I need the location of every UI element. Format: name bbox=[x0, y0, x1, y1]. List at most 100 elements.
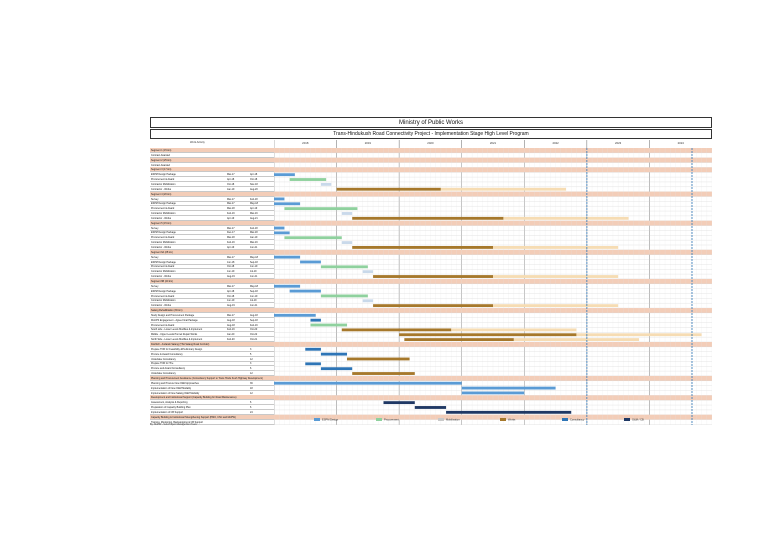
activity-name: Implementation of New Salang O&M Modalit… bbox=[151, 391, 200, 395]
activity-row: Contractor Mobilization Feb-19 Mar-19 bbox=[150, 211, 274, 217]
legend-swatch bbox=[438, 418, 444, 421]
activity-name: Planning and Procurement Assistance (Con… bbox=[151, 376, 263, 380]
activity-name: Procurement & Award bbox=[151, 323, 175, 327]
activity-row: MoCPS Engagement - Agree Final Package Au… bbox=[150, 318, 274, 323]
activity-row: Contractor - Works Apr-19 Jun-21 bbox=[150, 245, 274, 250]
activity-name: Implementation of CB Support bbox=[151, 410, 184, 414]
section-header-row: Segment 5 (15 km) bbox=[150, 220, 274, 226]
activity-name: ESPM Design Package bbox=[151, 260, 176, 264]
year-label: 2018 bbox=[302, 141, 309, 145]
legend-swatch bbox=[314, 418, 320, 421]
end-date: Jun-19 bbox=[250, 265, 258, 269]
activity-row: Contractor Mobilization Jun-19 Jul-19 bbox=[150, 269, 274, 275]
activity-bar bbox=[362, 299, 374, 303]
end-date: Jul-19 bbox=[250, 270, 257, 274]
activity-bar bbox=[347, 357, 410, 361]
activity-row: Undertake Consultancy 12 bbox=[150, 357, 274, 362]
activity-row: Undertake Consultancy 12 bbox=[150, 371, 274, 377]
document-title: Ministry of Public Works bbox=[150, 117, 712, 128]
activity-name: Segment 2 (25 km) bbox=[151, 158, 172, 162]
section-header-row: Segment 2 (25 km) bbox=[150, 157, 274, 163]
activity-bar bbox=[352, 372, 415, 375]
start-date: Aug-19 bbox=[227, 304, 235, 308]
activity-name: MoCPS Engagement - Agree Final Package bbox=[151, 318, 198, 322]
activity-bar bbox=[352, 216, 504, 220]
end-date: Mar-19 bbox=[250, 212, 258, 216]
liability-period-bar bbox=[493, 275, 619, 278]
year-label: 2023 bbox=[615, 141, 622, 145]
activity-name: Doshkhl - Andarab Salang (TSA Salang Roa… bbox=[151, 343, 210, 346]
activity-row: Preparation of Capacity Building Plan 6 bbox=[150, 405, 274, 411]
start-date: Mar-17 bbox=[227, 226, 235, 230]
activity-name: Undertake Consultancy bbox=[151, 357, 176, 361]
section-header-row: Development and Institutional Support (C… bbox=[150, 395, 274, 401]
start-date: Apr-19 bbox=[227, 216, 235, 220]
start-date: Mar-18 bbox=[227, 236, 235, 240]
activity-bar bbox=[274, 313, 316, 317]
activity-name: ESPM Design Package bbox=[151, 202, 176, 206]
activity-bar bbox=[399, 333, 577, 337]
activity-name: North Side - Lower Levels Modifies & Imp… bbox=[151, 338, 203, 342]
liability-period-bar bbox=[451, 328, 577, 332]
start-date: Apr-19 bbox=[227, 246, 235, 249]
start-date: Mar-17 bbox=[227, 173, 235, 177]
liability-period-bar bbox=[513, 338, 639, 341]
activity-row: Contractor - Works Aug-19 Jun-21 bbox=[150, 303, 274, 309]
section-header-row: Planning and Procurement Assistance (Con… bbox=[150, 375, 274, 381]
section-header-row: Segment 1 (15 km) bbox=[150, 148, 274, 153]
activity-name: Undertake Consultancy bbox=[151, 372, 176, 376]
activity-name: Segment 1 (15 km) bbox=[151, 149, 172, 152]
start-date: Mar-18 bbox=[227, 207, 235, 211]
activity-name: Segment 4 (20 km) bbox=[151, 192, 172, 196]
activity-bar bbox=[310, 323, 347, 327]
activity-name: Training, Monitoring, Backstopping & CB … bbox=[151, 420, 204, 424]
activity-row: Contractor Mobilization Jun-19 Jul-19 bbox=[150, 298, 274, 304]
year-label: 2021 bbox=[490, 141, 497, 145]
activity-bar bbox=[274, 226, 285, 230]
end-date: 6 bbox=[250, 367, 252, 371]
activity-name: Assessment, Analysis & Reporting bbox=[151, 401, 188, 405]
activity-name: Survey bbox=[151, 226, 159, 230]
activity-bar bbox=[289, 289, 321, 293]
activity-name: Contractor Mobilization bbox=[151, 270, 176, 274]
activity-bar bbox=[310, 318, 321, 322]
section-header-row: Segment 3 (17 km) bbox=[150, 167, 274, 173]
end-date: Aug-18 bbox=[250, 313, 258, 317]
end-date: Jun-21 bbox=[250, 275, 258, 279]
end-date: 6 bbox=[250, 406, 252, 410]
liability-period-bar bbox=[440, 187, 566, 191]
activity-row: Procurement & Award Mar-18 Jan-19 bbox=[150, 235, 274, 241]
activity-bar bbox=[305, 347, 321, 351]
activity-row: Contractor Mobilization Feb-19 Mar-19 bbox=[150, 240, 274, 246]
activity-bar bbox=[320, 352, 347, 356]
activity-name: Survey bbox=[151, 284, 159, 288]
activity-row: ESPM Design Package Jun-18 Sep-18 bbox=[150, 260, 274, 265]
activity-row: North Side - Lower Levels Modifies & Imp… bbox=[150, 337, 274, 343]
start-date: Feb-19 bbox=[227, 328, 235, 332]
activity-name: Implementation of New O&M Modality bbox=[151, 386, 192, 390]
start-date: Oct-18 bbox=[227, 182, 235, 186]
activity-name: Contractor Mobilization bbox=[151, 212, 176, 216]
end-date: Feb-18 bbox=[250, 226, 258, 230]
activity-name: Middle - Upper Levels/Tunnel Repair Work… bbox=[151, 333, 198, 337]
end-date: 18 bbox=[250, 386, 253, 390]
activity-row: Contractor - Works Jan-19 Aug-20 bbox=[150, 187, 274, 192]
activity-bar bbox=[320, 265, 368, 269]
activity-bar bbox=[320, 182, 332, 186]
end-date: May-18 bbox=[250, 284, 258, 288]
activity-row: Study Design and Procurement Package Mar-… bbox=[150, 313, 274, 318]
activity-name: Segment 6A (25 km) bbox=[151, 250, 173, 254]
activity-name: Procure & Award Consultancy bbox=[151, 352, 183, 356]
activity-bar bbox=[274, 284, 301, 288]
activity-name: Contractor - Works bbox=[151, 187, 172, 191]
end-date: Jun-21 bbox=[250, 304, 258, 308]
activity-bar bbox=[274, 202, 301, 206]
start-date: Mar-17 bbox=[227, 284, 235, 288]
gantt-chart: 2018 2019 2020 2021 2022 2023 2024 ESPM Design P… bbox=[273, 140, 713, 430]
liability-period-bar bbox=[503, 216, 629, 220]
start-date: Oct-18 bbox=[227, 265, 235, 269]
activity-bar bbox=[383, 401, 415, 405]
activity-bar bbox=[362, 270, 374, 274]
activity-name: Procurement & Award bbox=[151, 265, 175, 269]
